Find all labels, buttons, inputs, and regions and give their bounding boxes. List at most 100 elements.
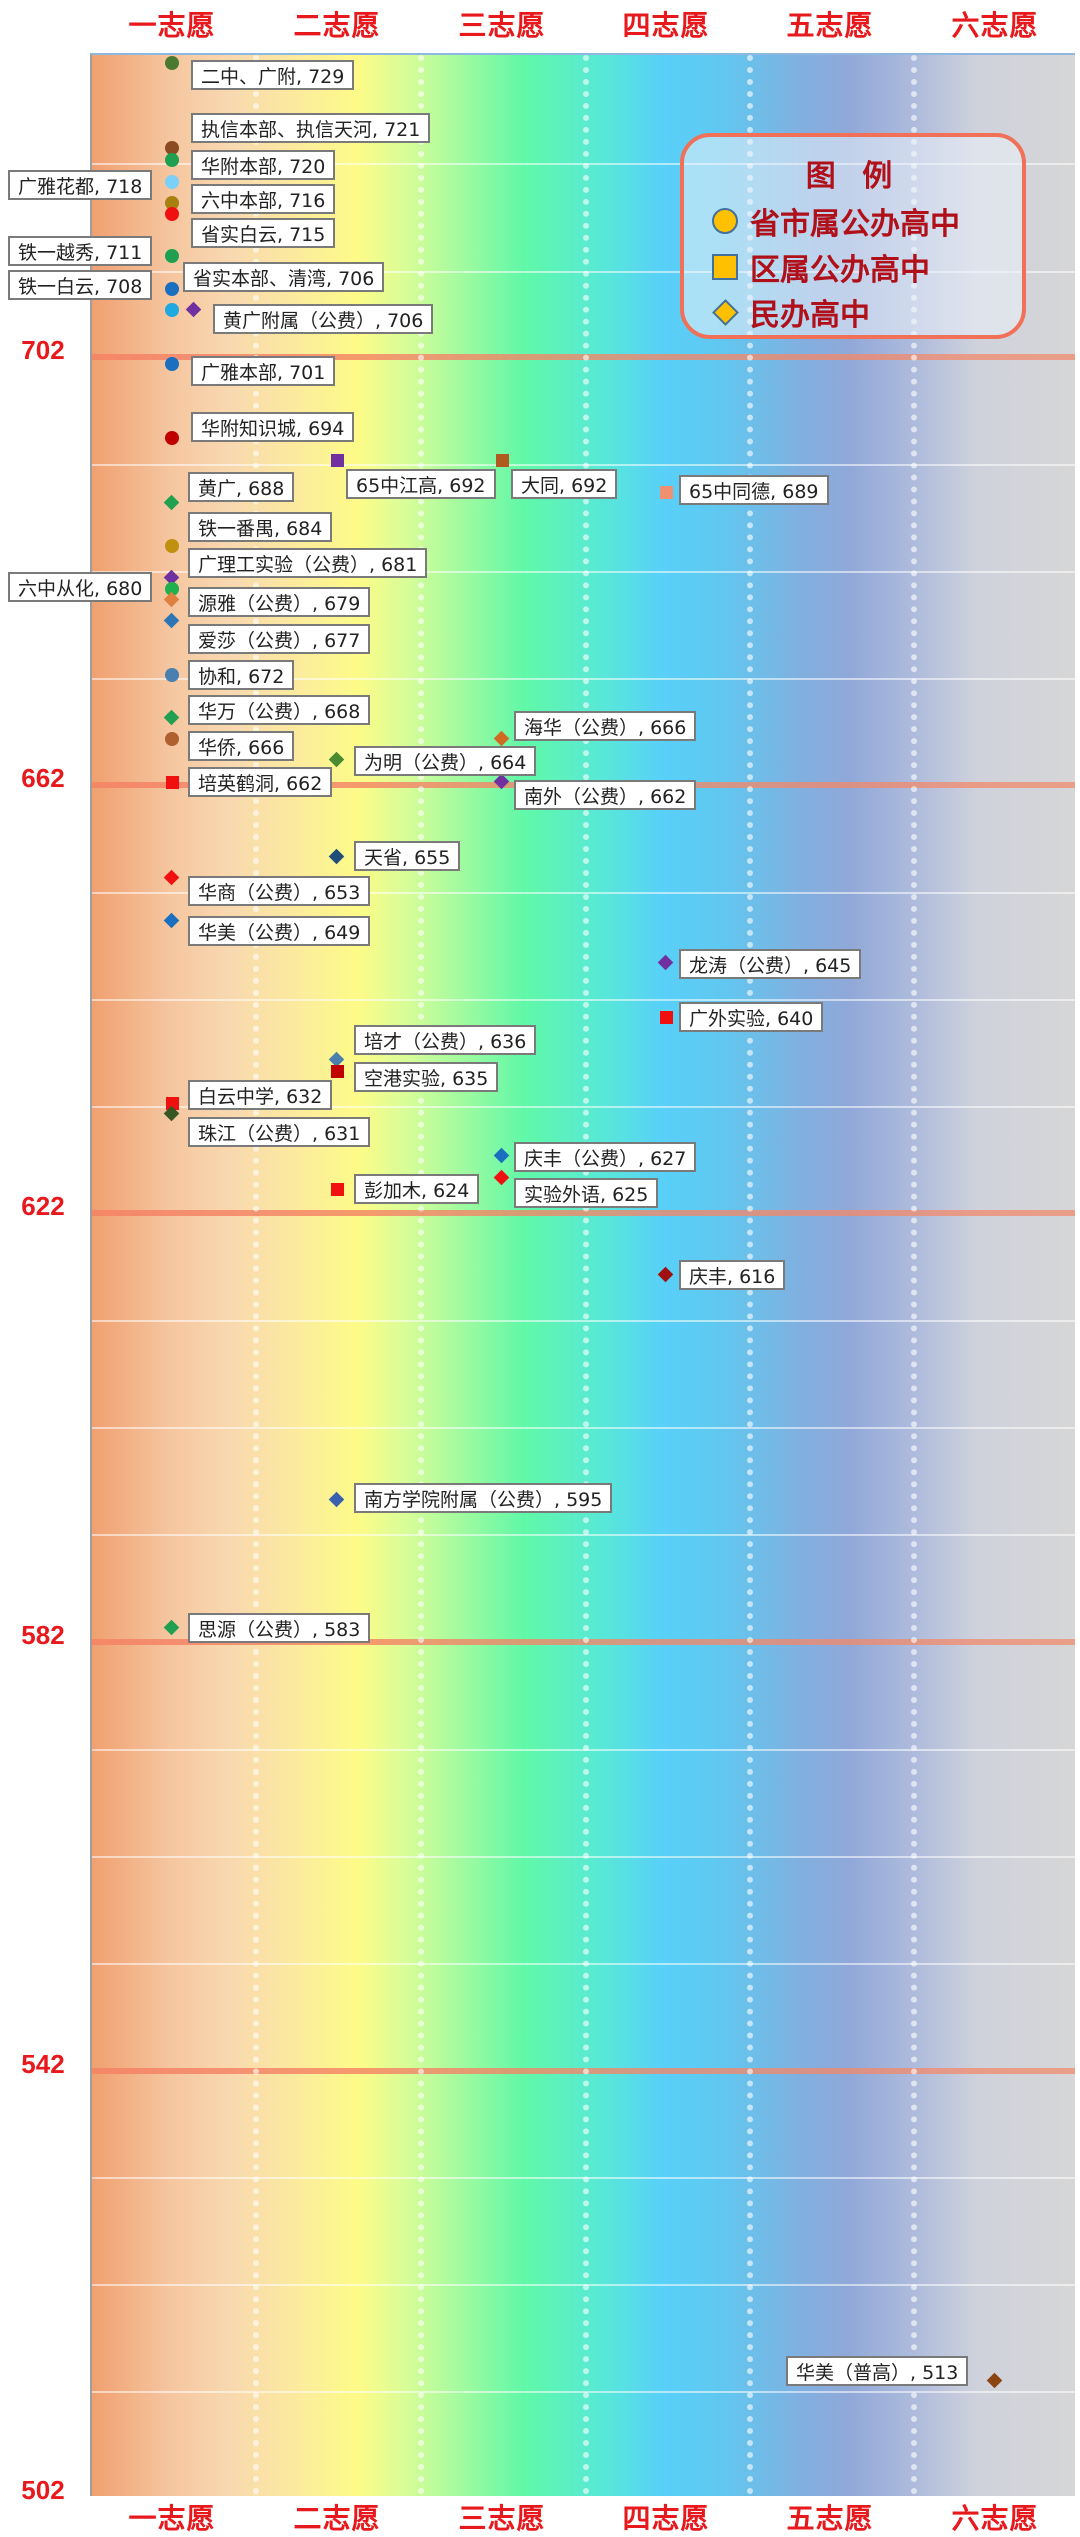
- data-label: 爱莎（公费）, 677: [188, 624, 371, 654]
- marker-circle: [165, 668, 179, 682]
- column-footer-5: 五志愿: [786, 2502, 874, 2535]
- column-header-6: 六志愿: [951, 9, 1039, 42]
- data-label: 省实本部、清湾, 706: [183, 262, 385, 292]
- legend-item-provincial: 省市属公办高中: [712, 201, 960, 242]
- y-tick-622: 622: [21, 1191, 65, 1221]
- column-header-4: 四志愿: [622, 9, 710, 42]
- column-footer-3: 三志愿: [458, 2502, 546, 2535]
- marker-circle: [165, 582, 179, 596]
- marker-circle: [165, 282, 179, 296]
- data-label: 华附本部, 720: [191, 150, 336, 180]
- column-footer-2: 二志愿: [293, 2502, 381, 2535]
- data-label: 二中、广附, 729: [191, 60, 355, 90]
- marker-square: [166, 776, 179, 789]
- data-label: 培英鹤洞, 662: [188, 767, 333, 797]
- marker-circle: [165, 196, 179, 210]
- marker-circle: [165, 732, 179, 746]
- data-label: 为明（公费）, 664: [354, 746, 537, 776]
- data-label: 黄广, 688: [188, 472, 295, 502]
- legend: 图 例 省市属公办高中 区属公办高中 民办高中: [680, 133, 1026, 339]
- data-label: 空港实验, 635: [354, 1062, 499, 1092]
- data-label: 庆丰, 616: [679, 1260, 786, 1290]
- diamond-icon: [712, 298, 739, 326]
- column-footer-1: 一志愿: [128, 2502, 216, 2535]
- marker-square: [331, 454, 344, 467]
- data-label: 黄广附属（公费）, 706: [213, 304, 434, 334]
- y-tick-542: 542: [21, 2049, 65, 2079]
- data-label: 广外实验, 640: [679, 1002, 824, 1032]
- marker-circle: [165, 141, 179, 155]
- data-label: 省实白云, 715: [191, 218, 336, 248]
- data-label: 龙涛（公费）, 645: [679, 949, 862, 979]
- data-label: 协和, 672: [188, 660, 295, 690]
- column-header-2: 二志愿: [293, 9, 381, 42]
- marker-square: [331, 1183, 344, 1196]
- column-separator: [418, 55, 424, 2496]
- legend-item-private: 民办高中: [712, 292, 870, 333]
- marker-square: [660, 486, 673, 499]
- marker-square: [331, 1065, 344, 1078]
- data-label: 华美（普高）, 513: [786, 2356, 969, 2386]
- column-header-5: 五志愿: [786, 9, 874, 42]
- data-label: 华万（公费）, 668: [188, 695, 371, 725]
- legend-label: 省市属公办高中: [750, 207, 960, 242]
- legend-title: 图 例: [805, 159, 901, 194]
- legend-label: 民办高中: [750, 298, 870, 333]
- data-label: 大同, 692: [511, 469, 618, 499]
- column-separator: [583, 55, 589, 2496]
- data-label: 铁一白云, 708: [8, 270, 153, 300]
- circle-icon: [712, 208, 738, 234]
- column-header-3: 三志愿: [458, 9, 546, 42]
- marker-circle: [165, 56, 179, 70]
- marker-circle: [165, 303, 179, 317]
- data-label: 广理工实验（公费）, 681: [188, 548, 428, 578]
- data-label: 珠江（公费）, 631: [188, 1117, 371, 1147]
- plot-area: [90, 53, 1075, 2496]
- data-label: 六中本部, 716: [191, 184, 336, 214]
- marker-circle: [165, 153, 179, 167]
- data-label: 海华（公费）, 666: [514, 711, 697, 741]
- data-label: 铁一番禺, 684: [188, 512, 333, 542]
- legend-item-district: 区属公办高中: [712, 247, 930, 288]
- marker-circle: [165, 431, 179, 445]
- marker-circle: [165, 539, 179, 553]
- marker-square: [660, 1011, 673, 1024]
- data-label: 华美（公费）, 649: [188, 916, 371, 946]
- y-tick-582: 582: [21, 1620, 65, 1650]
- square-icon: [712, 254, 738, 280]
- data-label: 65中江高, 692: [346, 469, 496, 499]
- data-label: 南方学院附属（公费）, 595: [354, 1483, 613, 1513]
- data-label: 广雅本部, 701: [191, 356, 336, 386]
- column-separator: [253, 55, 259, 2496]
- marker-circle: [165, 249, 179, 263]
- column-separator: [911, 55, 917, 2496]
- data-label: 培才（公费）, 636: [354, 1025, 537, 1055]
- marker-circle: [165, 357, 179, 371]
- marker-circle: [165, 207, 179, 221]
- data-label: 南外（公费）, 662: [514, 780, 697, 810]
- y-tick-662: 662: [21, 763, 65, 793]
- data-label: 实验外语, 625: [514, 1178, 659, 1208]
- data-label: 彭加木, 624: [354, 1174, 480, 1204]
- y-tick-702: 702: [21, 335, 65, 365]
- column-footer-6: 六志愿: [951, 2502, 1039, 2535]
- data-label: 六中从化, 680: [8, 572, 153, 602]
- legend-label: 区属公办高中: [750, 253, 930, 288]
- data-label: 白云中学, 632: [188, 1080, 333, 1110]
- data-label: 铁一越秀, 711: [8, 236, 153, 266]
- data-label: 执信本部、执信天河, 721: [191, 113, 431, 143]
- data-label: 华附知识城, 694: [191, 412, 355, 442]
- data-label: 天省, 655: [354, 841, 461, 871]
- y-tick-502: 502: [21, 2475, 65, 2505]
- marker-circle: [165, 175, 179, 189]
- marker-square: [496, 454, 509, 467]
- column-header-1: 一志愿: [128, 9, 216, 42]
- data-label: 思源（公费）, 583: [188, 1613, 371, 1643]
- data-label: 庆丰（公费）, 627: [514, 1142, 697, 1172]
- column-footer-4: 四志愿: [622, 2502, 710, 2535]
- data-label: 华侨, 666: [188, 731, 295, 761]
- data-label: 65中同德, 689: [679, 475, 829, 505]
- data-label: 源雅（公费）, 679: [188, 587, 371, 617]
- data-label: 华商（公费）, 653: [188, 876, 371, 906]
- data-label: 广雅花都, 718: [8, 170, 153, 200]
